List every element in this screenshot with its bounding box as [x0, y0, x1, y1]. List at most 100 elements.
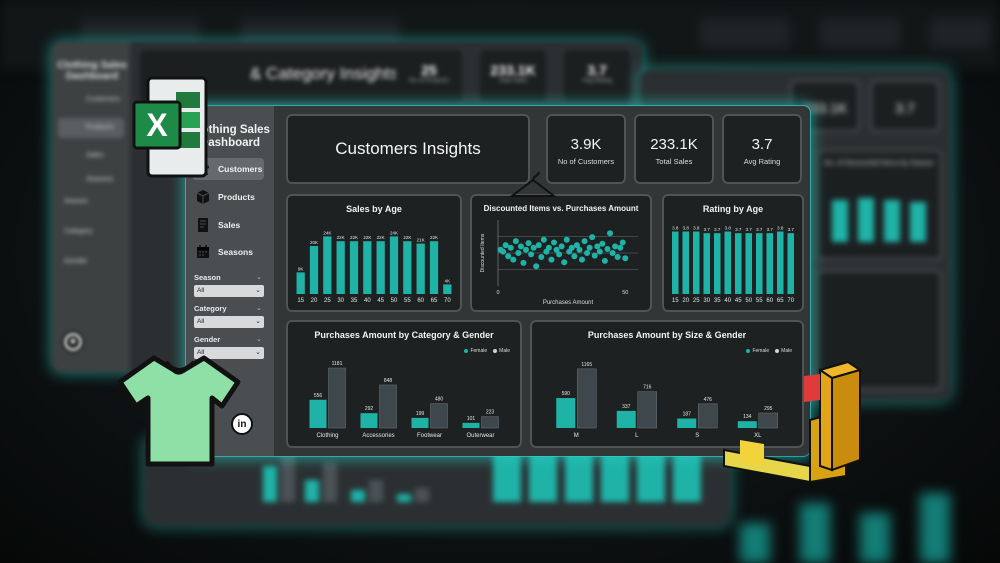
scatter-point [523, 246, 529, 253]
data-label: 21K [417, 238, 425, 243]
data-label: 590 [562, 391, 571, 397]
data-label: 476 [704, 397, 713, 403]
nav-item-label: Seasons [218, 247, 253, 257]
scatter-point [596, 248, 603, 255]
data-label: 22K [363, 235, 371, 240]
data-label: 3.7 [714, 227, 721, 232]
nav-item-seasons[interactable]: Seasons [192, 241, 264, 263]
filter-category-select[interactable]: All ⌄ [194, 316, 264, 328]
kpi-value: 3.7 [751, 136, 773, 153]
nav-item-products[interactable]: Products [192, 186, 264, 208]
scatter-point [520, 259, 527, 266]
tick-label: 50 [622, 290, 628, 296]
tick-label: 15 [297, 298, 304, 304]
data-label: 480 [435, 397, 444, 403]
scatter-point [622, 255, 629, 262]
scatter-point [507, 244, 514, 251]
scatter-point [512, 238, 519, 245]
bar-male [698, 403, 718, 429]
receipt-icon [194, 216, 212, 234]
bar [734, 233, 742, 294]
bar [363, 241, 372, 294]
bar [443, 284, 452, 294]
scatter-point [584, 250, 591, 256]
chart-rating-by-age: Rating by Age 3.8 15 3.8 20 3.8 25 3.7 30 3.7 35 3… [662, 194, 804, 312]
kpi-avg-rating: 3.7 Avg Rating [722, 114, 802, 184]
data-label: 24K [323, 230, 331, 235]
filter-gender-select[interactable]: All ⌄ [194, 347, 264, 359]
bar-female [309, 399, 327, 428]
data-label: 3.7 [704, 227, 711, 232]
kpi-label: Avg Rating [743, 157, 781, 166]
tick-label: 70 [787, 298, 794, 304]
data-label: 22K [403, 235, 411, 240]
scatter-point [510, 256, 517, 263]
bar [296, 272, 305, 294]
scatter-point [535, 242, 542, 249]
data-label: 337 [622, 404, 631, 410]
tick-label: XL [754, 433, 762, 439]
bar-male [328, 367, 346, 429]
scatter-point [505, 253, 512, 260]
data-label: 9K [298, 266, 304, 271]
t-shirt-illustration [117, 355, 241, 467]
scatter-point [568, 244, 575, 251]
chevron-down-icon: ⌄ [255, 287, 261, 294]
data-label: 1181 [332, 361, 343, 367]
bar [429, 241, 439, 294]
data-label: 3.8 [693, 226, 700, 231]
chart-plot: 3.8 15 3.8 20 3.8 25 3.7 30 3.7 35 3.8 40 3.7 45 3.7 50… [672, 226, 795, 304]
chevron-down-icon[interactable]: ⌄ [256, 305, 262, 312]
bar-female [462, 422, 480, 428]
hanger-icon [509, 171, 557, 197]
data-label: 22K [377, 235, 385, 240]
data-label: 199 [416, 411, 425, 417]
tick-label: 50 [391, 298, 398, 304]
tick-label: 55 [404, 298, 411, 304]
linkedin-icon[interactable]: in [231, 413, 253, 435]
bar [745, 233, 753, 294]
tick-label: 20 [311, 298, 318, 304]
nav-item-sales[interactable]: Sales [192, 214, 264, 236]
data-label: 3.7 [767, 227, 774, 232]
tick-label: 70 [444, 298, 451, 304]
data-label: 3.8 [777, 226, 784, 231]
kpi-value: 233.1K [650, 136, 698, 153]
dashboard-window: Clothing Sales Dashboard Customers Produ… [186, 106, 810, 456]
scatter-point [561, 259, 568, 266]
scatter-point [525, 240, 532, 247]
bar-male [637, 391, 657, 429]
legend-female: Female [464, 348, 487, 354]
chart-legend: Female Male [464, 348, 510, 354]
chevron-down-icon[interactable]: ⌄ [256, 336, 262, 343]
filter-category-label: Category [194, 304, 227, 313]
background-bottom-right [700, 470, 1000, 563]
page-title: Customers Insights [335, 139, 481, 158]
scatter-point [604, 246, 611, 253]
scatter-point [545, 244, 552, 251]
tick-label: M [574, 433, 579, 439]
data-label: 20K [310, 240, 318, 245]
bar-female [616, 410, 636, 428]
data-label: 3.7 [735, 227, 742, 232]
data-label: 3.8 [672, 226, 679, 231]
data-label: 187 [683, 412, 692, 418]
tick-label: 65 [431, 298, 438, 304]
chevron-down-icon: ⌄ [255, 349, 261, 356]
tick-label: L [635, 433, 639, 439]
tick-label: 25 [324, 298, 331, 304]
tick-label: 60 [766, 298, 773, 304]
scatter-point [591, 252, 598, 259]
scatter-point [619, 239, 626, 246]
bar [336, 241, 345, 294]
bar-male [430, 403, 448, 429]
filter-season-select[interactable]: All ⌄ [194, 285, 264, 297]
chevron-down-icon[interactable]: ⌄ [256, 274, 262, 281]
bar-female [737, 421, 757, 428]
excel-logo: X [132, 76, 208, 178]
scatter-point [502, 242, 509, 249]
legend-female: Female [746, 348, 769, 354]
scatter-point [571, 253, 578, 260]
data-label: 716 [643, 385, 652, 391]
bar [349, 241, 359, 294]
